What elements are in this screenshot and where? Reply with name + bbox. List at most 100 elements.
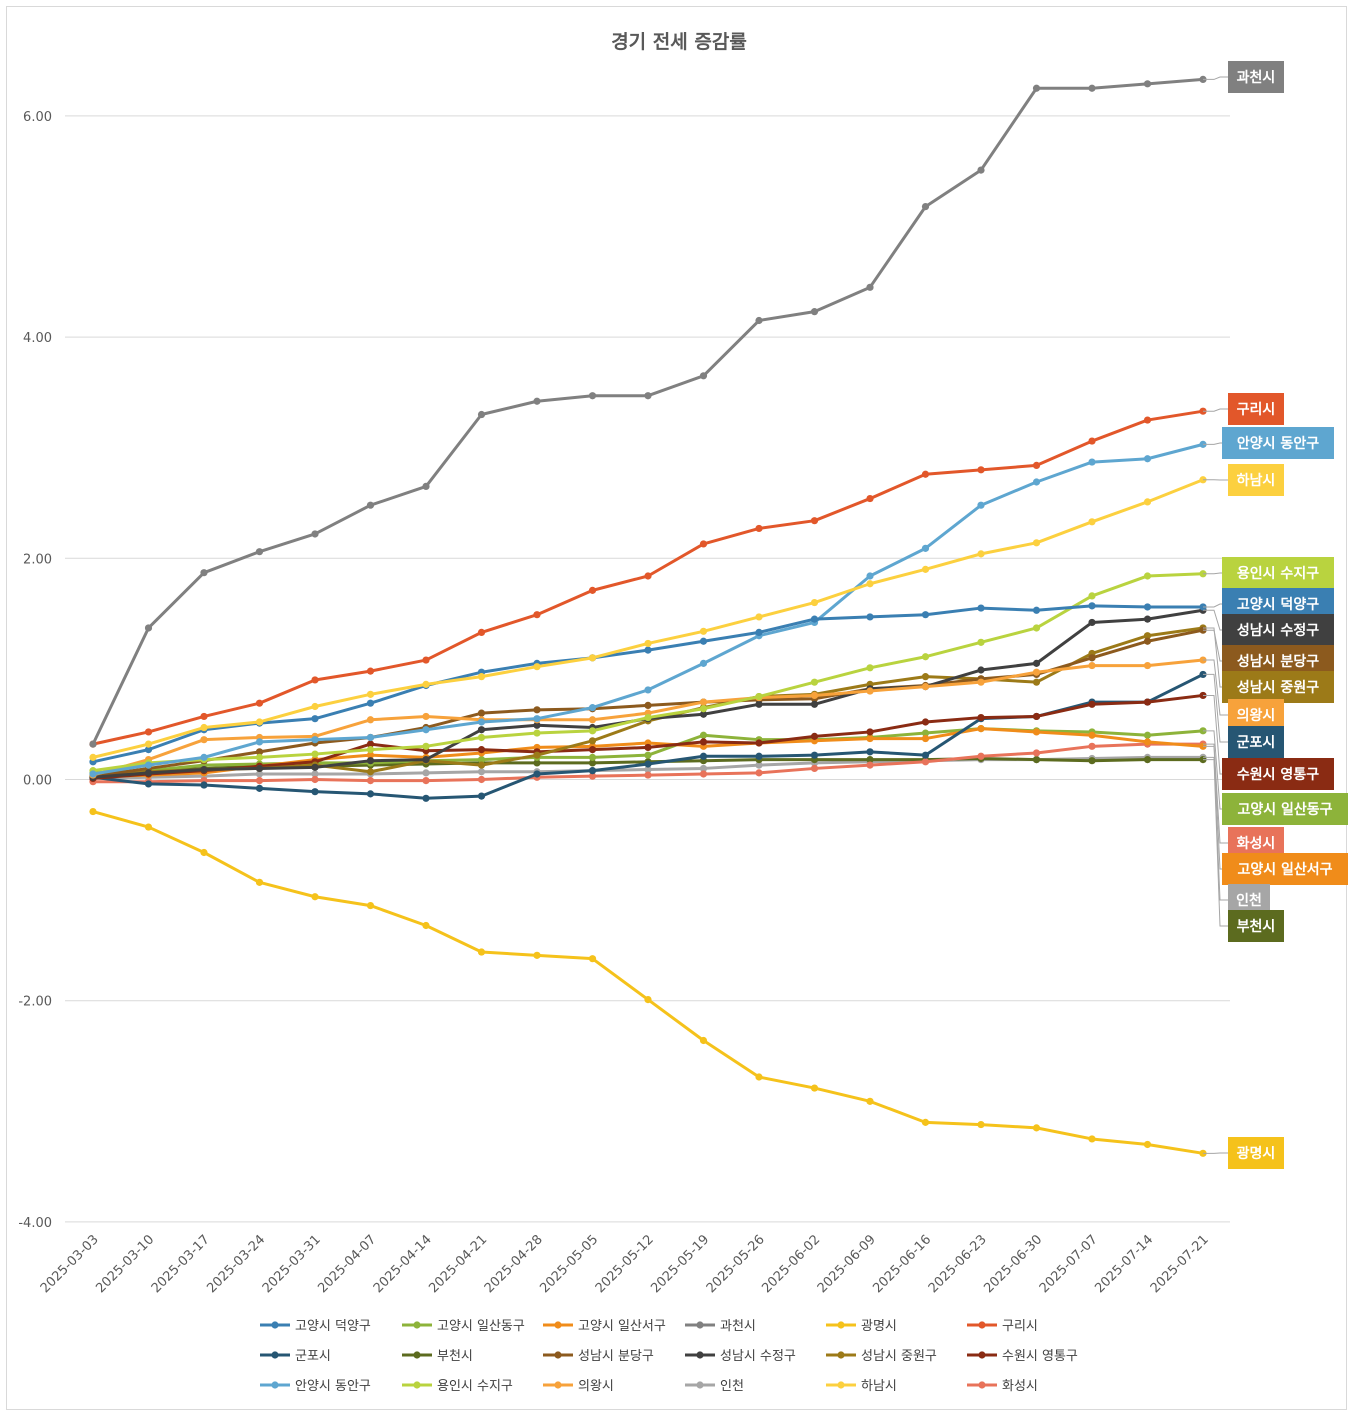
- series-16-point: [1032, 539, 1041, 547]
- series-9-point: [533, 721, 541, 729]
- series-0-point: [311, 715, 319, 723]
- legend-item: 성남시 수정구: [685, 1349, 796, 1364]
- series-9-point: [1088, 618, 1096, 627]
- series-4-point: [977, 1120, 985, 1129]
- series-4-point: [366, 901, 375, 910]
- end-label-box: [1222, 614, 1334, 646]
- legend-label: 군포시: [295, 1349, 331, 1364]
- end-label-text: 성남시 분당구: [1237, 653, 1319, 670]
- end-label-leaders: [1203, 76, 1228, 1154]
- series-0-point: [1032, 606, 1041, 614]
- end-label-text: 수원시 영통구: [1237, 766, 1319, 783]
- series-11-point: [755, 739, 763, 747]
- series-13-point: [255, 753, 264, 761]
- legend-label: 고양시 덕양구: [295, 1319, 371, 1334]
- series-13-group: [89, 570, 1207, 775]
- legend-item: 광명시: [826, 1319, 897, 1334]
- end-label-leader: [1203, 745, 1222, 870]
- series-6-point: [755, 752, 763, 760]
- series-10-point: [533, 751, 541, 759]
- series-5-point: [477, 628, 486, 637]
- end-label-leader: [1203, 694, 1222, 775]
- y-tick-label: 6.00: [23, 110, 52, 125]
- series-3-point: [200, 569, 208, 577]
- series-14-point: [810, 691, 819, 700]
- end-label-box: [1222, 671, 1334, 703]
- series-4-point: [144, 823, 153, 831]
- series-12-point: [89, 770, 97, 778]
- series-11-point: [866, 728, 874, 736]
- series-10-point: [1032, 678, 1041, 686]
- series-12-group: [89, 440, 1207, 778]
- y-tick-label: 2.00: [23, 552, 52, 567]
- series-11-point: [699, 738, 708, 746]
- series-6-point: [200, 781, 208, 789]
- series-10-point: [1143, 632, 1152, 640]
- series-3-point: [89, 740, 97, 748]
- series-14-point: [200, 736, 208, 744]
- series-0-point: [366, 699, 375, 707]
- legend-item: 고양시 덕양구: [260, 1319, 371, 1334]
- series-7-point: [588, 759, 597, 767]
- series-11-point: [810, 732, 819, 740]
- end-label-box: [1222, 793, 1348, 825]
- series-5-point: [533, 611, 541, 619]
- series-16-point: [477, 673, 486, 681]
- series-1-point: [921, 729, 930, 737]
- series-15-point: [699, 764, 708, 773]
- legend-label: 과천시: [720, 1319, 756, 1334]
- series-9-point: [1032, 659, 1041, 667]
- series-3-point: [977, 166, 985, 174]
- legend-label: 고양시 일산서구: [578, 1319, 666, 1334]
- series-16-point: [810, 598, 819, 607]
- end-label-box: [1222, 557, 1334, 589]
- end-label-text: 하남시: [1237, 472, 1276, 489]
- series-7-point: [533, 759, 541, 767]
- series-4-point: [644, 995, 652, 1004]
- series-0-point: [755, 628, 763, 637]
- series-11-point: [977, 713, 985, 722]
- x-tick-label: 2025-04-07: [315, 1232, 379, 1296]
- legend-swatch-marker: [978, 1321, 986, 1329]
- x-tick-label: 2025-06-30: [981, 1232, 1045, 1296]
- series-17-point: [644, 771, 652, 779]
- y-axis-ticks: 6.00 4.00 2.00 0.00 -2.00 -4.00: [18, 110, 52, 1231]
- series-5-point: [588, 586, 597, 594]
- end-label-text: 고양시 일산서구: [1237, 861, 1332, 878]
- end-label-text: 인천: [1236, 892, 1262, 909]
- x-tick-label: 2025-03-24: [204, 1232, 268, 1296]
- x-axis-ticks: 2025-03-032025-03-102025-03-172025-03-24…: [38, 1232, 1212, 1296]
- series-3-point: [477, 410, 486, 419]
- series-9-point: [422, 755, 430, 764]
- series-8-point: [255, 748, 264, 756]
- series-12-point: [1088, 458, 1096, 466]
- series-17-point: [921, 758, 930, 766]
- series-6-point: [477, 792, 486, 800]
- series-16-group: [89, 476, 1207, 761]
- series-9-point: [810, 700, 819, 708]
- series-6-point: [366, 790, 375, 798]
- legend-swatch-marker: [271, 1321, 279, 1329]
- series-5-point: [699, 540, 708, 548]
- legend-swatch-marker: [554, 1321, 562, 1329]
- series-7-point: [1088, 757, 1096, 765]
- series-3-point: [755, 316, 763, 325]
- series-0-point: [810, 615, 819, 623]
- end-label-leader: [1203, 609, 1222, 631]
- series-14-point: [588, 716, 597, 724]
- series-13-point: [533, 729, 541, 737]
- series-5-point: [866, 494, 874, 503]
- series-1-point: [1143, 731, 1152, 739]
- series-16-point: [644, 639, 652, 648]
- x-tick-label: 2025-03-03: [38, 1232, 102, 1296]
- legend-swatch-marker: [978, 1381, 986, 1389]
- series-2-point: [1032, 728, 1041, 736]
- series-11-point: [477, 746, 486, 754]
- series-0-point: [1143, 603, 1152, 611]
- series-3-point: [311, 530, 319, 538]
- x-tick-label: 2025-06-09: [815, 1232, 879, 1296]
- legend-swatch-marker: [413, 1381, 421, 1389]
- series-6-point: [644, 760, 652, 768]
- legend-swatch-marker: [413, 1351, 421, 1359]
